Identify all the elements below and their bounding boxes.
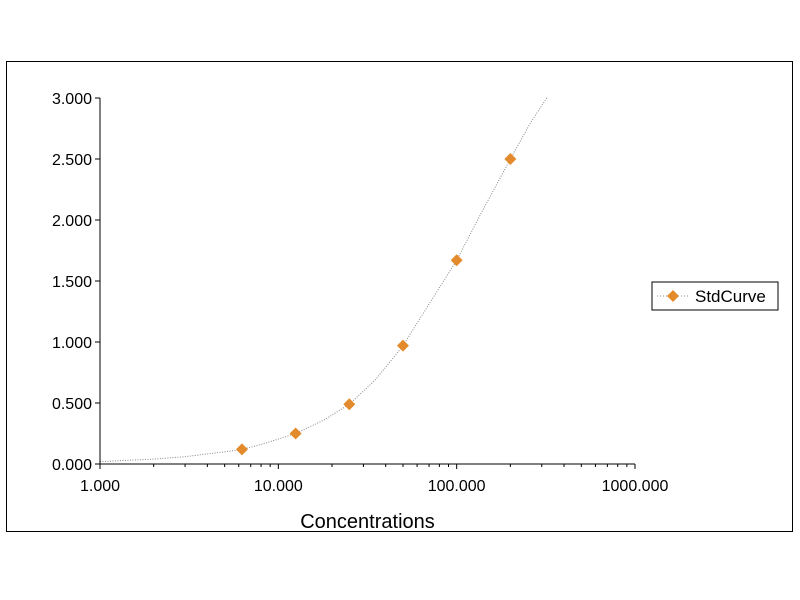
ticks-layer: 0.000 0.500 1.000 1.500 2.000 2.500 3.000 1.000… xyxy=(52,91,669,495)
data-point-marker xyxy=(289,427,302,440)
y-tick-label: 1.500 xyxy=(52,274,92,291)
x-axis-title: Concentrations xyxy=(300,511,435,531)
y-tick-label: 0.500 xyxy=(52,396,92,413)
y-tick-label: 3.000 xyxy=(52,91,92,108)
fit-curve-line xyxy=(99,97,548,463)
y-tick-label: 2.500 xyxy=(52,152,92,169)
y-tick-label: 1.000 xyxy=(52,335,92,352)
y-tick-label: 2.000 xyxy=(52,213,92,230)
legend-entry-stdcurve: StdCurve xyxy=(695,287,766,306)
chart-svg: 0.000 0.500 1.000 1.500 2.000 2.500 3.000 1.000… xyxy=(52,91,779,531)
legend-marker-diamond xyxy=(667,290,679,302)
data-point-marker xyxy=(504,153,517,165)
x-tick-label: 10.000 xyxy=(254,478,303,495)
y-tick-label: 0.000 xyxy=(52,457,92,474)
data-point-marker xyxy=(235,443,248,456)
data-point-marker xyxy=(450,254,463,267)
axes-layer xyxy=(99,98,635,465)
data-point-marker xyxy=(396,339,409,352)
fit-curve-layer xyxy=(99,97,548,463)
data-point-marker xyxy=(343,398,356,411)
legend: StdCurve xyxy=(651,281,779,311)
data-points-layer xyxy=(235,153,517,456)
x-tick-label: 1000.000 xyxy=(602,478,669,495)
chart-frame: 0.000 0.500 1.000 1.500 2.000 2.500 3.000 1.000… xyxy=(6,61,793,532)
x-tick-label: 100.000 xyxy=(428,478,486,495)
x-tick-label: 1.000 xyxy=(80,478,120,495)
